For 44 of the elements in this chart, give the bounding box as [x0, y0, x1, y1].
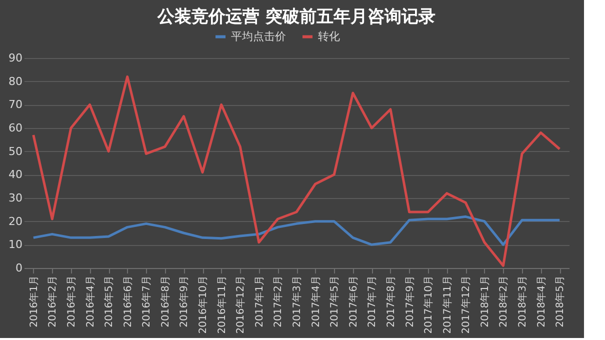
x-tick-label: 2017年4月 [310, 276, 322, 328]
y-tick-label: 60 [8, 122, 22, 134]
y-tick-label: 10 [8, 238, 22, 252]
x-tick-label: 2017年11月 [441, 276, 454, 334]
x-tick-label: 2017年8月 [384, 276, 397, 328]
x-tick-label: 2017年10月 [422, 276, 435, 334]
y-tick-label: 90 [8, 52, 22, 64]
x-tick-label: 2017年1月 [253, 276, 266, 328]
x-tick-label: 2016年12月 [234, 276, 247, 334]
chart-title: 公装竞价运营 突破前五年月咨询记录 [156, 7, 436, 27]
x-tick-label: 2016年1月 [28, 276, 40, 328]
legend-label: 转化 [318, 30, 340, 43]
line-series [32, 215, 561, 246]
y-tick-label: 80 [8, 74, 22, 88]
x-tick-label: 2016年3月 [65, 276, 78, 328]
x-tick-label: 2018年2月 [498, 276, 510, 328]
x-tick-label: 2018年5月 [554, 276, 566, 328]
x-tick-label: 2017年3月 [291, 276, 303, 328]
x-tick-label: 2017年2月 [272, 276, 284, 328]
x-tick-label: 2016年10月 [197, 276, 210, 334]
y-tick-label: 40 [8, 168, 22, 182]
y-tick-label: 50 [8, 144, 22, 158]
line-series [32, 75, 561, 267]
x-tick-label: 2016年7月 [140, 276, 153, 328]
x-tick-label: 2016年11月 [216, 276, 228, 334]
legend-label: 平均点击价 [231, 30, 286, 43]
y-tick-label: 70 [8, 98, 22, 112]
x-tick-label: 2016年5月 [103, 276, 116, 328]
x-tick-label: 2017年9月 [404, 276, 416, 328]
x-tick-label: 2016年4月 [84, 276, 96, 328]
y-tick-label: 20 [8, 214, 22, 228]
x-tick-label: 2017年7月 [366, 276, 378, 328]
x-tick-label: 2016年2月 [46, 276, 59, 328]
x-tick-label: 2016年8月 [159, 276, 172, 328]
x-tick-label: 2018年3月 [516, 276, 529, 328]
x-tick-label: 2018年4月 [535, 276, 548, 328]
y-tick-label: 0 [16, 262, 22, 274]
x-tick-label: 2016年9月 [178, 276, 190, 328]
x-tick-label: 2018年1月 [478, 276, 491, 328]
x-tick-label: 2017年6月 [347, 276, 360, 328]
y-tick-label: 30 [8, 192, 22, 204]
x-tick-label: 2017年12月 [460, 276, 472, 334]
x-tick-label: 2017年5月 [328, 276, 341, 328]
x-tick-label: 2016年6月 [122, 276, 134, 328]
